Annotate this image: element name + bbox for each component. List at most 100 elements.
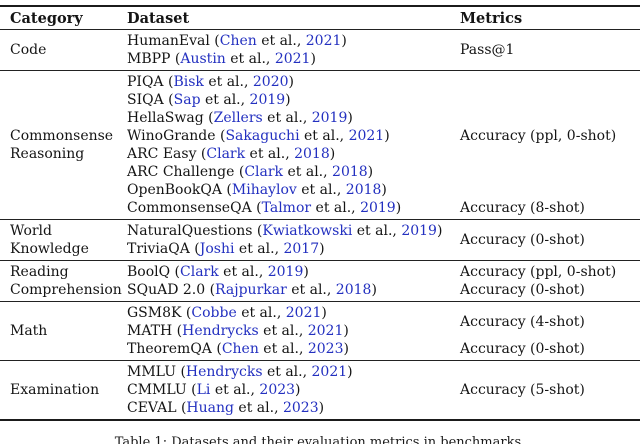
citation-year-link[interactable]: 2018 — [345, 182, 382, 198]
citation-author-link[interactable]: Sap — [173, 92, 201, 108]
dataset-cell: BoolQ (Clark et al., 2019) SQuAD 2.0 (Raj… — [127, 263, 460, 299]
category-cell: World Knowledge — [0, 222, 127, 258]
dataset-name: SIQA ( — [127, 92, 174, 108]
citation-author-link[interactable]: Clark — [206, 146, 246, 162]
metric-group: Accuracy (4-shot) — [460, 304, 640, 340]
citation-year-link[interactable]: 2019 — [311, 110, 348, 126]
citation-year-link[interactable]: 2021 — [348, 128, 385, 144]
citation-year-link[interactable]: 2019 — [249, 92, 286, 108]
dataset-cell: PIQA (Bisk et al., 2020) SIQA (Sap et al.… — [127, 73, 460, 217]
citation-year-link[interactable]: 2019 — [360, 200, 396, 216]
citation-year-link[interactable]: 2021 — [285, 305, 322, 321]
citation-year-link[interactable]: 2017 — [283, 241, 320, 257]
citation-year-link[interactable]: 2023 — [282, 400, 319, 416]
citation-year-link[interactable]: 2018 — [294, 146, 330, 162]
metric-label: Accuracy (5-shot) — [460, 382, 585, 398]
citation-close-paren: ) — [343, 341, 349, 357]
dataset-entry: MATH (Hendrycks et al., 2021) — [127, 322, 460, 340]
citation-author-link[interactable]: Austin — [180, 51, 226, 67]
citation-year-link[interactable]: 2020 — [252, 74, 289, 90]
category-label: Examination — [10, 382, 100, 398]
dataset-entry: ARC Challenge (Clark et al., 2018) — [127, 163, 460, 181]
table-section: Math GSM8K (Cobbe et al., 2021) MATH (Hend… — [0, 301, 640, 360]
metrics-cell: Accuracy (0-shot) — [460, 222, 640, 258]
citation-author-link[interactable]: Rajpurkar — [215, 282, 287, 298]
metrics-cell: Accuracy (ppl, 0-shot) Accuracy (8-shot) — [460, 73, 640, 217]
citation-year-link[interactable]: 2023 — [259, 382, 296, 398]
citation-author-link[interactable]: Hendrycks — [182, 323, 259, 339]
dataset-name: MATH ( — [127, 323, 183, 339]
category-cell: Reading Comprehension — [0, 263, 127, 299]
dataset-name: OpenBookQA ( — [127, 182, 232, 198]
citation-author-link[interactable]: Chen — [221, 341, 259, 357]
citation-author-link[interactable]: Hendrycks — [185, 364, 263, 380]
table-section: Examination MMLU (Hendrycks et al., 2021)… — [0, 360, 640, 419]
dataset-entry: SQuAD 2.0 (Rajpurkar et al., 2018) — [127, 281, 460, 299]
citation-year-link[interactable]: 2019 — [401, 223, 437, 239]
citation-author-link[interactable]: Bisk — [173, 74, 204, 90]
citation-close-paren: ) — [285, 92, 291, 108]
citation-author-link[interactable]: Zellers — [213, 110, 263, 126]
citation-year-link[interactable]: 2019 — [267, 264, 304, 280]
citation-year-link[interactable]: 2023 — [307, 341, 344, 357]
citation-etal-text: et al., — [262, 364, 312, 380]
table-section: Reading Comprehension BoolQ (Clark et al.… — [0, 260, 640, 301]
metrics-cell: Accuracy (4-shot) Accuracy (0-shot) — [460, 304, 640, 358]
category-cell: Examination — [0, 363, 127, 417]
dataset-entry: OpenBookQA (Mihaylov et al., 2018) — [127, 181, 460, 199]
citation-etal-text: et al., — [256, 33, 306, 49]
column-header-metrics: Metrics — [460, 9, 523, 27]
citation-close-paren: ) — [347, 364, 353, 380]
metric-group: Pass@1 — [460, 32, 640, 68]
citation-close-paren: ) — [341, 33, 347, 49]
dataset-cell: HumanEval (Chen et al., 2021) MBPP (Austi… — [127, 32, 460, 68]
dataset-entry: MBPP (Austin et al., 2021) — [127, 50, 460, 68]
citation-author-link[interactable]: Chen — [219, 33, 257, 49]
dataset-entry: GSM8K (Cobbe et al., 2021) — [127, 304, 460, 322]
column-header-category: Category — [10, 9, 83, 27]
metric-label: Accuracy (0-shot) — [460, 232, 585, 248]
citation-author-link[interactable]: Talmor — [261, 200, 312, 216]
category-label: Reading Comprehension — [10, 264, 122, 298]
citation-close-paren: ) — [436, 223, 443, 239]
metric-group: Accuracy (0-shot) — [460, 281, 640, 299]
citation-etal-text: et al., — [225, 51, 275, 67]
dataset-name: NaturalQuestions ( — [127, 223, 263, 239]
citation-author-link[interactable]: Li — [196, 382, 211, 398]
dataset-entry: ARC Easy (Clark et al., 2018) — [127, 145, 460, 163]
citation-etal-text: et al., — [236, 305, 286, 321]
dataset-name: CEVAL ( — [127, 400, 187, 416]
citation-year-link[interactable]: 2018 — [332, 164, 368, 180]
citation-author-link[interactable]: Kwiatkowski — [262, 223, 353, 239]
metric-group: Accuracy (ppl, 0-shot) — [460, 263, 640, 281]
citation-year-link[interactable]: 2021 — [311, 364, 348, 380]
citation-year-link[interactable]: 2021 — [274, 51, 311, 67]
dataset-entry: CMMLU (Li et al., 2023) — [127, 381, 460, 399]
citation-etal-text: et al., — [218, 264, 268, 280]
citation-author-link[interactable]: Mihaylov — [231, 182, 297, 198]
citation-year-link[interactable]: 2021 — [305, 33, 342, 49]
citation-year-link[interactable]: 2021 — [307, 323, 344, 339]
citation-author-link[interactable]: Cobbe — [191, 305, 237, 321]
citation-year-link[interactable]: 2018 — [335, 282, 372, 298]
citation-author-link[interactable]: Joshi — [199, 241, 235, 257]
citation-author-link[interactable]: Clark — [244, 164, 284, 180]
citation-author-link[interactable]: Sakaguchi — [225, 128, 300, 144]
category-label: Code — [10, 42, 47, 58]
dataset-name: CMMLU ( — [127, 382, 197, 398]
dataset-entry: HumanEval (Chen et al., 2021) — [127, 32, 460, 50]
dataset-entry: MMLU (Hendrycks et al., 2021) — [127, 363, 460, 381]
table-section: Commonsense Reasoning PIQA (Bisk et al., … — [0, 70, 640, 219]
citation-author-link[interactable]: Clark — [180, 264, 219, 280]
citation-close-paren: ) — [319, 241, 325, 257]
citation-close-paren: ) — [371, 282, 377, 298]
dataset-name: MMLU ( — [127, 364, 186, 380]
dataset-name: HumanEval ( — [127, 33, 220, 49]
dataset-entry: WinoGrande (Sakaguchi et al., 2021) — [127, 127, 460, 145]
citation-close-paren: ) — [329, 146, 336, 162]
citation-author-link[interactable]: Huang — [186, 400, 234, 416]
metric-group: Accuracy (0-shot) — [460, 222, 640, 258]
category-label: World Knowledge — [10, 223, 89, 257]
category-cell: Commonsense Reasoning — [0, 73, 127, 217]
